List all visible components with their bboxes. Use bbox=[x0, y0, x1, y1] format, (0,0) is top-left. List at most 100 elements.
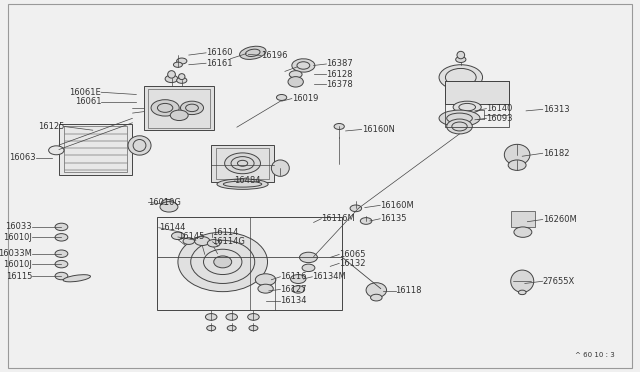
Ellipse shape bbox=[178, 232, 268, 292]
Ellipse shape bbox=[518, 290, 526, 295]
Text: 16033M: 16033M bbox=[0, 249, 32, 258]
Ellipse shape bbox=[291, 275, 306, 283]
Ellipse shape bbox=[371, 294, 382, 301]
Bar bbox=[59, 124, 132, 175]
Ellipse shape bbox=[55, 250, 68, 257]
Text: 16132: 16132 bbox=[339, 259, 365, 268]
Text: 16145: 16145 bbox=[178, 232, 204, 241]
Ellipse shape bbox=[439, 65, 483, 90]
Text: 16484: 16484 bbox=[234, 176, 260, 185]
Text: 16010J: 16010J bbox=[3, 260, 32, 269]
Ellipse shape bbox=[179, 74, 185, 80]
Text: 16010G: 16010G bbox=[148, 198, 181, 207]
Ellipse shape bbox=[205, 314, 217, 320]
Text: 16061E: 16061E bbox=[69, 88, 101, 97]
Ellipse shape bbox=[366, 283, 387, 298]
Ellipse shape bbox=[160, 202, 178, 212]
Text: 16160N: 16160N bbox=[362, 125, 394, 134]
Bar bbox=[148, 89, 210, 128]
Text: 16260M: 16260M bbox=[543, 215, 577, 224]
Text: 16114G: 16114G bbox=[212, 237, 245, 246]
Text: 16116: 16116 bbox=[280, 272, 307, 281]
Ellipse shape bbox=[226, 314, 237, 320]
Text: 16019: 16019 bbox=[292, 94, 318, 103]
Ellipse shape bbox=[360, 218, 372, 224]
Ellipse shape bbox=[173, 62, 182, 67]
Ellipse shape bbox=[63, 275, 90, 282]
Ellipse shape bbox=[300, 252, 317, 263]
Ellipse shape bbox=[334, 124, 344, 129]
Ellipse shape bbox=[55, 272, 68, 280]
Ellipse shape bbox=[271, 160, 289, 176]
Ellipse shape bbox=[207, 326, 216, 331]
Text: 16196: 16196 bbox=[261, 51, 287, 60]
Ellipse shape bbox=[177, 58, 187, 64]
Text: 16010J: 16010J bbox=[3, 233, 32, 242]
Bar bbox=[445, 81, 509, 104]
Ellipse shape bbox=[183, 238, 195, 244]
Text: 16378: 16378 bbox=[326, 80, 353, 89]
Ellipse shape bbox=[177, 77, 187, 83]
Text: 16127: 16127 bbox=[280, 285, 307, 294]
Ellipse shape bbox=[239, 46, 266, 60]
Text: 16115: 16115 bbox=[6, 272, 32, 280]
Text: ^ 60 10 : 3: ^ 60 10 : 3 bbox=[575, 352, 614, 358]
Ellipse shape bbox=[447, 119, 472, 134]
Ellipse shape bbox=[439, 110, 480, 126]
Ellipse shape bbox=[128, 136, 151, 155]
Text: 16093: 16093 bbox=[486, 114, 513, 123]
Ellipse shape bbox=[55, 260, 68, 268]
Text: 16140: 16140 bbox=[486, 104, 513, 113]
Ellipse shape bbox=[49, 146, 64, 155]
Ellipse shape bbox=[217, 179, 268, 189]
Bar bbox=[216, 148, 269, 179]
Text: 16135: 16135 bbox=[380, 214, 406, 223]
Ellipse shape bbox=[456, 57, 466, 62]
Ellipse shape bbox=[289, 71, 302, 78]
Ellipse shape bbox=[172, 232, 184, 240]
Text: 16160M: 16160M bbox=[380, 201, 414, 210]
Ellipse shape bbox=[248, 314, 259, 320]
Bar bbox=[157, 217, 342, 310]
Text: 16182: 16182 bbox=[543, 149, 569, 158]
Ellipse shape bbox=[55, 223, 68, 231]
Ellipse shape bbox=[457, 51, 465, 59]
Ellipse shape bbox=[55, 234, 68, 241]
Text: 16033: 16033 bbox=[5, 222, 32, 231]
Text: 16128: 16128 bbox=[326, 70, 353, 79]
Ellipse shape bbox=[214, 256, 232, 268]
Ellipse shape bbox=[255, 274, 276, 286]
Text: 16063: 16063 bbox=[9, 153, 36, 162]
Text: 16125: 16125 bbox=[38, 122, 64, 131]
Ellipse shape bbox=[165, 75, 178, 83]
Text: 16160: 16160 bbox=[206, 48, 232, 57]
Text: 16116M: 16116M bbox=[321, 214, 355, 223]
Text: 16161: 16161 bbox=[206, 59, 232, 68]
Bar bbox=[211, 145, 274, 182]
Text: 16061: 16061 bbox=[75, 97, 101, 106]
Bar bbox=[445, 81, 509, 127]
Ellipse shape bbox=[161, 199, 174, 207]
Ellipse shape bbox=[288, 77, 303, 87]
Ellipse shape bbox=[508, 160, 526, 170]
Ellipse shape bbox=[504, 144, 530, 165]
Ellipse shape bbox=[292, 286, 305, 293]
Ellipse shape bbox=[170, 110, 188, 121]
Bar bbox=[64, 126, 127, 172]
Ellipse shape bbox=[350, 205, 362, 212]
Ellipse shape bbox=[302, 264, 315, 272]
Ellipse shape bbox=[276, 94, 287, 100]
Ellipse shape bbox=[511, 270, 534, 292]
Text: 16134: 16134 bbox=[280, 296, 307, 305]
Text: 16387: 16387 bbox=[326, 60, 353, 68]
Ellipse shape bbox=[168, 71, 175, 78]
Text: 16134M: 16134M bbox=[312, 272, 346, 281]
Text: 16065: 16065 bbox=[339, 250, 365, 259]
Text: 16144: 16144 bbox=[159, 223, 185, 232]
Bar bbox=[511, 211, 535, 227]
Ellipse shape bbox=[151, 100, 179, 116]
Ellipse shape bbox=[514, 227, 532, 237]
Text: 16114: 16114 bbox=[212, 228, 239, 237]
Ellipse shape bbox=[225, 153, 260, 174]
Ellipse shape bbox=[195, 237, 210, 246]
